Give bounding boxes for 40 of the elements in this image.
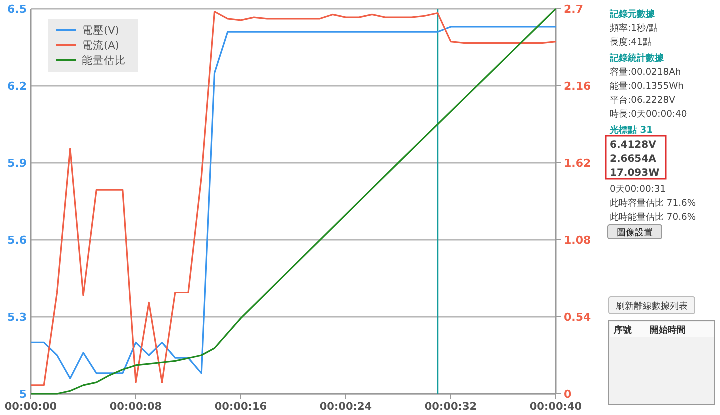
y2-tick-label: 0.54 (564, 311, 592, 324)
y2-tick-label: 1.08 (564, 234, 592, 247)
text: 6.4128V (610, 140, 657, 151)
x-tick-label: 00:00:16 (214, 401, 268, 413)
x-tick-label: 00:00:00 (4, 401, 58, 413)
x-tick-label: 00:00:24 (320, 401, 372, 413)
y2-tick-label: 2.16 (564, 80, 592, 93)
y-tick-label: 5.6 (8, 234, 28, 247)
text: 長度:41點 (610, 37, 652, 48)
y-tick-label: 5 (19, 388, 27, 401)
legend-label: 電流(A) (82, 39, 120, 52)
text: 開始時間 (650, 325, 686, 336)
text: 0天00:00:31 (610, 184, 666, 195)
text: 光標點 31 (609, 125, 653, 136)
text: 圖像設置 (617, 228, 653, 238)
y-tick-label: 5.9 (8, 157, 27, 170)
text: 17.093W (610, 168, 660, 179)
text: 此時容量估比 71.6% (610, 198, 696, 209)
text: 容量:00.0218Ah (610, 67, 682, 78)
text: 記錄元數據 (609, 9, 656, 20)
x-tick-label: 00:00:08 (110, 401, 162, 413)
legend-label: 電壓(V) (82, 25, 120, 37)
x-tick-label: 00:00:40 (530, 401, 582, 413)
y2-tick-label: 2.7 (564, 3, 584, 16)
text: 能量:00.1355Wh (610, 81, 684, 92)
y2-tick-label: 0 (564, 388, 572, 401)
text: 記錄統計數據 (609, 53, 665, 64)
text: 頻率:1秒/點 (610, 23, 658, 34)
text: 時長:0天00:00:40 (610, 109, 688, 120)
y-tick-label: 6.2 (8, 80, 27, 93)
text: 此時能量估比 70.6% (610, 212, 696, 223)
text: 平台:06.2228V (610, 95, 676, 106)
x-tick-label: 00:00:32 (424, 401, 478, 413)
y-tick-label: 6.5 (8, 3, 27, 16)
text: 刷新離線數據列表 (616, 301, 688, 312)
y2-tick-label: 1.62 (564, 157, 592, 170)
legend-label: 能量估比 (82, 54, 126, 67)
y-tick-label: 5.3 (8, 311, 27, 324)
text: 2.6654A (610, 154, 657, 165)
text: 序號 (613, 325, 632, 336)
